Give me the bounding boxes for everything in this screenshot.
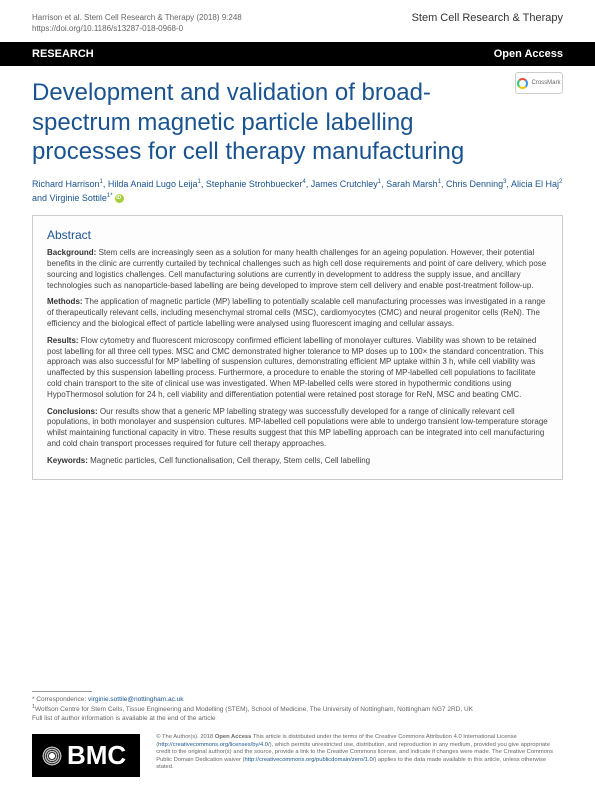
- author: Hilda Anaid Lugo Leija: [108, 179, 198, 189]
- footnote-rule: [32, 691, 92, 692]
- correspondence-email[interactable]: virginie.sottile@nottingham.ac.uk: [88, 696, 183, 703]
- author: Richard Harrison: [32, 179, 100, 189]
- conclusions-label: Conclusions:: [47, 407, 98, 416]
- correspondence-fullist: Full list of author information is avail…: [32, 715, 216, 722]
- correspondence: * Correspondence: virginie.sottile@notti…: [32, 696, 563, 724]
- license-link-ccby[interactable]: http://creativecommons.org/licenses/by/4…: [158, 742, 269, 748]
- conclusions-text: Our results show that a generic MP label…: [47, 407, 548, 448]
- crossmark-label: CrossMark: [531, 80, 560, 86]
- results-label: Results:: [47, 336, 79, 345]
- doi: https://doi.org/10.1186/s13287-018-0968-…: [32, 23, 242, 34]
- author: James Crutchley: [311, 179, 378, 189]
- article-title: Development and validation of broad-spec…: [32, 78, 563, 166]
- correspondence-label: * Correspondence:: [32, 696, 88, 703]
- crossmark-badge[interactable]: CrossMark: [515, 72, 563, 94]
- license-link-cc0[interactable]: http://creativecommons.org/publicdomain/…: [245, 757, 375, 763]
- abstract-box: Abstract Background: Stem cells are incr…: [32, 215, 563, 479]
- abstract-conclusions: Conclusions: Our results show that a gen…: [47, 407, 548, 450]
- license-text: © The Author(s). 2018 Open Access This a…: [156, 734, 563, 772]
- author: Stephanie Strohbuecker: [206, 179, 303, 189]
- background-text: Stem cells are increasingly seen as a so…: [47, 248, 546, 289]
- abstract-heading: Abstract: [47, 228, 548, 242]
- bmc-coil-icon: [42, 746, 62, 766]
- open-access-label: Open Access: [494, 48, 563, 60]
- article-type-bar: RESEARCH Open Access: [0, 42, 595, 66]
- abstract-results: Results: Flow cytometry and fluorescent …: [47, 336, 548, 401]
- author: Virginie Sottile: [50, 193, 107, 203]
- citation-line: Harrison et al. Stem Cell Research & The…: [32, 13, 242, 22]
- running-header: Harrison et al. Stem Cell Research & The…: [0, 0, 595, 42]
- bmc-text: BMC: [67, 740, 126, 771]
- crossmark-icon: [517, 78, 528, 89]
- orcid-icon[interactable]: [115, 194, 124, 203]
- abstract-background: Background: Stem cells are increasingly …: [47, 248, 548, 291]
- author-list: Richard Harrison1, Hilda Anaid Lugo Leij…: [0, 174, 595, 215]
- methods-label: Methods:: [47, 297, 83, 306]
- citation: Harrison et al. Stem Cell Research & The…: [32, 12, 242, 34]
- results-text: Flow cytometry and fluorescent microscop…: [47, 336, 544, 399]
- methods-text: The application of magnetic particle (MP…: [47, 297, 545, 328]
- article-type: RESEARCH: [32, 48, 94, 60]
- page-footer: * Correspondence: virginie.sottile@notti…: [0, 691, 595, 791]
- author: Alicia El Haj: [511, 179, 559, 189]
- keywords: Keywords: Magnetic particles, Cell funct…: [47, 456, 548, 467]
- title-block: Development and validation of broad-spec…: [0, 66, 595, 174]
- background-label: Background:: [47, 248, 96, 257]
- correspondence-affil: Wolfson Centre for Stem Cells, Tissue En…: [35, 706, 473, 713]
- author: Sarah Marsh: [386, 179, 438, 189]
- bmc-logo: BMC: [32, 734, 140, 777]
- keywords-text: Magnetic particles, Cell functionalisati…: [90, 456, 370, 465]
- author: Chris Denning: [446, 179, 503, 189]
- keywords-label: Keywords:: [47, 456, 88, 465]
- abstract-methods: Methods: The application of magnetic par…: [47, 297, 548, 329]
- footer-bottom: BMC © The Author(s). 2018 Open Access Th…: [32, 734, 563, 777]
- journal-name: Stem Cell Research & Therapy: [412, 12, 563, 34]
